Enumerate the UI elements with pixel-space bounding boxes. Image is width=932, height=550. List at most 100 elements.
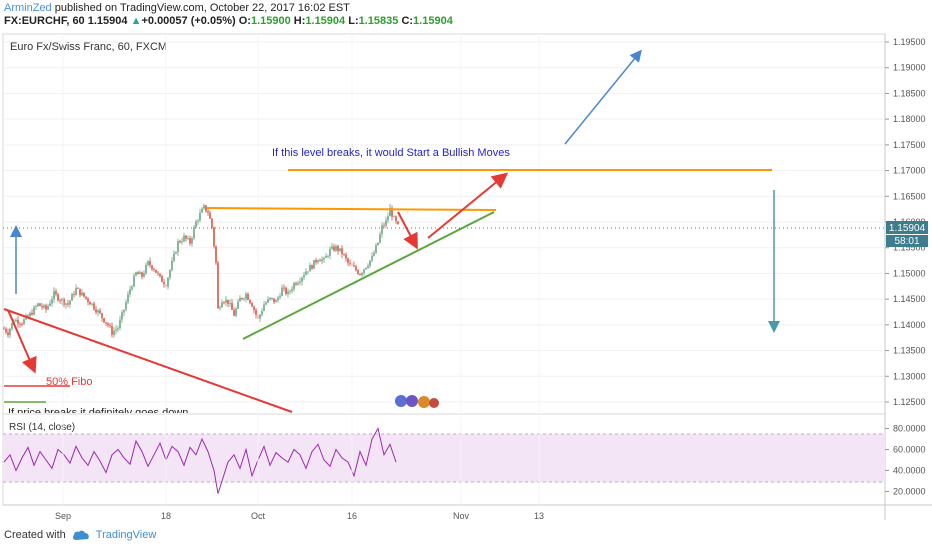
candle: [377, 242, 379, 246]
candle: [93, 303, 95, 310]
y-tick-label: 1.18000: [893, 114, 926, 124]
candle: [333, 246, 335, 251]
candle: [357, 270, 359, 274]
candle: [273, 298, 275, 303]
candle: [81, 292, 83, 296]
candle: [19, 323, 21, 325]
annotation-fibo[interactable]: 50% Fibo: [46, 376, 92, 388]
candle: [137, 272, 139, 275]
candle: [389, 207, 391, 217]
red-arrow-up[interactable]: [427, 172, 509, 239]
candle: [343, 254, 345, 255]
candle: [157, 272, 159, 274]
candle: [103, 318, 105, 323]
candle: [249, 299, 251, 304]
candle: [195, 221, 197, 228]
up-arrow-icon: ▲: [130, 15, 142, 27]
created-with-label: Created with: [4, 529, 66, 541]
candle: [141, 272, 143, 277]
rsi-tick-label: 40.0000: [893, 466, 926, 476]
trendline-support[interactable]: [242, 211, 495, 340]
x-tick-label: Nov: [453, 511, 470, 521]
candle: [339, 248, 341, 251]
candle: [31, 312, 33, 315]
candle: [359, 273, 361, 276]
candle: [133, 275, 135, 287]
last-price-tag-text: 1.15904: [889, 223, 926, 234]
red-arrow-down-mid[interactable]: [397, 211, 418, 250]
author-link[interactable]: ArminZed: [4, 2, 52, 14]
candle: [217, 262, 219, 309]
candle: [263, 304, 265, 311]
candle: [115, 329, 117, 331]
candle: [199, 212, 201, 221]
candle: [151, 265, 153, 270]
candle: [219, 307, 221, 309]
candle: [233, 309, 235, 316]
candle: [99, 310, 101, 314]
annotation-breakout[interactable]: If this level breaks, it would Start a B…: [272, 147, 510, 159]
flag-icon[interactable]: [395, 395, 407, 407]
flag-icon[interactable]: [418, 396, 430, 408]
candle: [161, 276, 163, 282]
footer: Created with TradingView: [4, 529, 156, 541]
candle: [175, 251, 177, 254]
candle: [277, 297, 279, 301]
trendline-down[interactable]: [3, 308, 293, 413]
candle: [91, 303, 93, 305]
candle: [265, 302, 267, 305]
candle: [293, 283, 295, 290]
event-icons[interactable]: [395, 395, 439, 408]
rsi-tick-label: 60.0000: [893, 445, 926, 455]
candle: [73, 294, 75, 295]
candle: [145, 264, 147, 274]
candle: [207, 211, 209, 213]
candle: [191, 238, 193, 244]
candle: [35, 306, 37, 308]
candle: [375, 245, 377, 253]
tradingview-link[interactable]: TradingView: [95, 529, 157, 541]
candle: [203, 205, 205, 209]
candle: [279, 296, 281, 298]
y-tick-label: 1.19000: [893, 63, 926, 73]
candle: [361, 272, 363, 276]
candle: [113, 330, 115, 335]
candle: [3, 328, 5, 330]
y-tick-label: 1.15500: [893, 243, 926, 253]
blue-arrow-up-right[interactable]: [564, 49, 642, 145]
candle: [259, 314, 261, 319]
open-value: 1.15900: [250, 15, 291, 27]
candle: [167, 277, 169, 287]
x-tick-label: 13: [534, 511, 544, 521]
annotation-bottom[interactable]: If price breaks it definitely goes down: [8, 407, 188, 419]
candle: [243, 298, 245, 300]
flag-icon[interactable]: [429, 398, 439, 408]
candle: [185, 235, 187, 239]
candle: [327, 255, 329, 257]
low-label: L:: [348, 15, 359, 27]
y-tick-label: 1.19500: [893, 37, 926, 47]
candle: [101, 313, 103, 319]
candle: [65, 303, 67, 305]
rsi-tick-label: 80.0000: [893, 424, 926, 434]
triangle-top-line[interactable]: [206, 207, 497, 211]
candle: [33, 307, 35, 315]
candle: [171, 260, 173, 271]
candle: [253, 306, 255, 310]
candle: [143, 273, 145, 277]
candle: [223, 302, 225, 304]
candle: [69, 300, 71, 305]
candle: [329, 248, 331, 256]
candle: [281, 287, 283, 297]
candle: [67, 303, 69, 305]
candle: [105, 322, 107, 324]
candle: [397, 221, 399, 225]
flag-icon[interactable]: [406, 395, 418, 407]
candle: [311, 265, 313, 269]
candle: [307, 271, 309, 273]
red-arrow-down-left[interactable]: [7, 309, 37, 374]
candle: [229, 302, 231, 304]
candle: [9, 328, 11, 336]
